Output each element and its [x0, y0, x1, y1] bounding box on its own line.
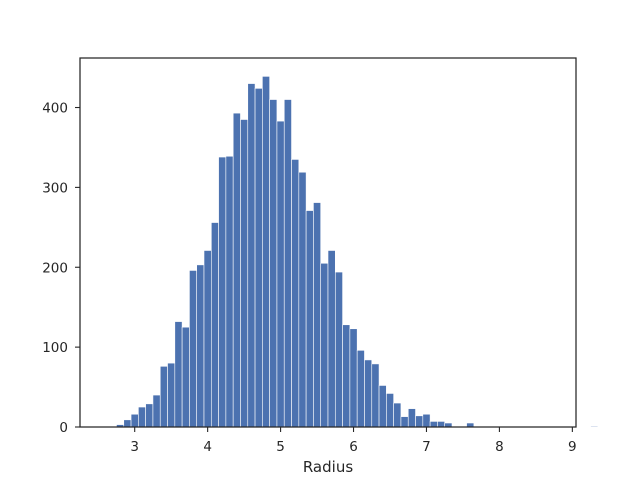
histogram-bar [422, 413, 431, 428]
histogram-bar [196, 264, 205, 428]
histogram-bar [342, 324, 351, 428]
x-tick-label: 6 [349, 439, 358, 455]
x-tick-label: 4 [203, 439, 212, 455]
histogram-bar [225, 155, 234, 428]
histogram-bar [364, 359, 373, 428]
histogram-bar [283, 99, 292, 428]
y-tick-label: 400 [42, 101, 68, 117]
x-tick-label: 3 [130, 439, 139, 455]
x-tick-label: 7 [422, 439, 431, 455]
histogram-bar [159, 365, 168, 428]
histogram-bar [291, 159, 300, 428]
histogram-bar [305, 210, 314, 428]
histogram-bar [247, 83, 256, 428]
histogram-bar [393, 402, 402, 428]
histogram-bar [400, 416, 409, 428]
histogram-bar [269, 99, 278, 428]
histogram-bar [189, 270, 198, 428]
histogram-bar [262, 76, 270, 428]
x-axis: 3 4 5 6 7 8 9 [130, 427, 577, 455]
histogram-bar [218, 156, 227, 428]
histogram-bar [429, 421, 438, 428]
histogram-bar [334, 271, 343, 428]
histogram-bar [313, 202, 322, 428]
histogram-bar [590, 425, 599, 428]
histogram-bar [167, 362, 176, 428]
x-tick-label: 9 [568, 439, 577, 455]
y-axis: 0 100 200 300 400 [42, 101, 80, 436]
x-tick-label: 5 [276, 439, 285, 455]
y-tick-label: 100 [42, 340, 68, 356]
histogram-bar [327, 250, 336, 428]
histogram-bar [138, 406, 146, 428]
y-tick-label: 200 [42, 260, 68, 276]
y-tick-label: 300 [42, 180, 68, 196]
histogram-bar [320, 262, 329, 428]
histogram-bar [378, 385, 387, 428]
histogram-bar [276, 120, 285, 428]
x-axis-label: Radius [303, 458, 353, 476]
histogram-bar [210, 222, 219, 428]
histogram-bar [371, 363, 380, 428]
histogram-bar [415, 415, 424, 428]
histogram-bar [298, 171, 307, 428]
histogram-bar [145, 403, 154, 428]
histogram-bar [386, 393, 394, 428]
histogram-bar [174, 321, 183, 428]
plot-frame [79, 57, 577, 428]
histogram-bar [254, 88, 263, 428]
histogram-bar [130, 413, 139, 428]
histogram-bar [152, 394, 161, 428]
x-tick-label: 8 [495, 439, 504, 455]
histogram-bar [407, 408, 416, 428]
histogram-bar [232, 112, 241, 428]
histogram-bar [203, 250, 212, 428]
histogram-bar [356, 350, 365, 428]
bars-group [108, 76, 599, 428]
histogram-bar [181, 326, 190, 428]
histogram-bar [240, 119, 249, 428]
histogram-bar [123, 419, 132, 428]
histogram-bar [437, 421, 446, 428]
y-tick-label: 0 [59, 420, 68, 436]
histogram-bar [349, 328, 358, 428]
